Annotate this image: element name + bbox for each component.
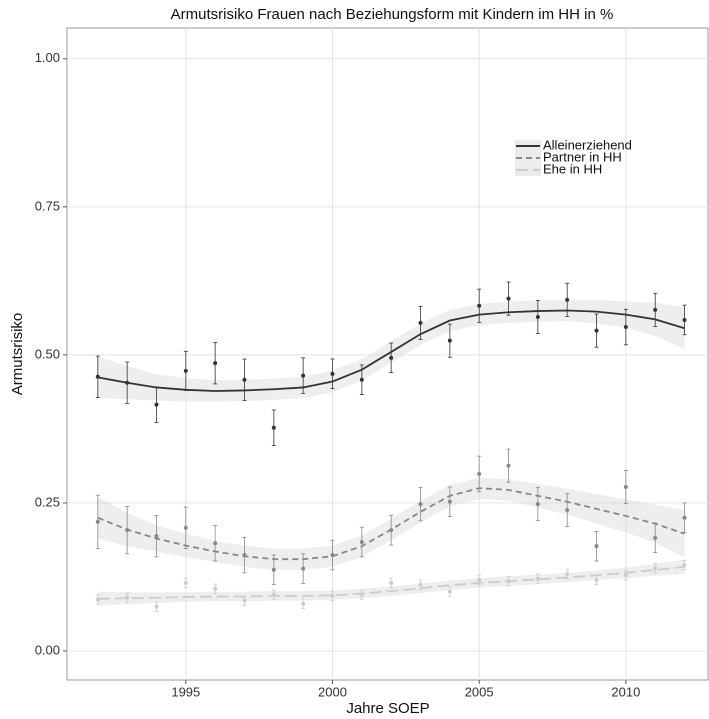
point: [623, 325, 628, 330]
point: [154, 402, 159, 407]
y-tick-label: 0.00: [35, 642, 60, 657]
point: [359, 377, 364, 382]
point: [653, 566, 658, 571]
x-tick-label: 2000: [318, 684, 347, 699]
point: [594, 544, 599, 549]
point: [154, 604, 159, 609]
y-tick-label: 1.00: [35, 50, 60, 65]
point: [535, 502, 540, 507]
point: [301, 601, 306, 606]
point: [447, 338, 452, 343]
point: [477, 303, 482, 308]
point: [183, 368, 188, 373]
y-axis-label: Armutsrisiko: [9, 313, 26, 396]
point: [301, 373, 306, 378]
point: [330, 593, 335, 598]
x-tick-label: 2010: [611, 684, 640, 699]
legend-label: Partner in HH: [543, 149, 622, 164]
x-tick-label: 2005: [465, 684, 494, 699]
point: [535, 576, 540, 581]
chart-title: Armutsrisiko Frauen nach Beziehungsform …: [171, 6, 614, 23]
point: [682, 317, 687, 322]
point: [359, 540, 364, 545]
point: [389, 355, 394, 360]
point: [271, 567, 276, 572]
point: [242, 598, 247, 603]
point: [477, 471, 482, 476]
legend-label: Alleinerziehend: [543, 137, 632, 152]
x-axis-label: Jahre SOEP: [346, 700, 429, 717]
y-tick-label: 0.50: [35, 346, 60, 361]
point: [389, 580, 394, 585]
marks: [95, 281, 687, 612]
point: [594, 577, 599, 582]
point: [447, 499, 452, 504]
point: [506, 296, 511, 301]
point: [623, 484, 628, 489]
point: [506, 463, 511, 468]
point: [535, 314, 540, 319]
point: [242, 377, 247, 382]
smooth-line: [97, 309, 685, 392]
point: [565, 297, 570, 302]
point: [565, 508, 570, 513]
smooth-line: [97, 487, 685, 561]
axes: 0.00 0.25 0.50 0.75 1.00 1995 2000 2005 2010: [35, 50, 641, 699]
point: [418, 502, 423, 507]
confidence-band: [97, 559, 685, 606]
point: [447, 589, 452, 594]
point: [213, 361, 218, 366]
point: [594, 328, 599, 333]
point: [477, 577, 482, 582]
point: [183, 525, 188, 530]
point: [565, 571, 570, 576]
point: [183, 580, 188, 585]
point: [95, 519, 100, 524]
point: [418, 320, 423, 325]
point: [271, 425, 276, 430]
smooth-line: [97, 565, 685, 600]
point: [330, 371, 335, 376]
point: [213, 586, 218, 591]
point: [653, 307, 658, 312]
legend-label: Ehe in HH: [543, 161, 602, 176]
point: [653, 535, 658, 540]
point: [682, 515, 687, 520]
point: [301, 566, 306, 571]
point: [623, 573, 628, 578]
y-tick-label: 0.75: [35, 198, 60, 213]
point: [418, 582, 423, 587]
point: [154, 534, 159, 539]
y-tick-label: 0.25: [35, 494, 60, 509]
point: [213, 541, 218, 546]
x-tick-label: 1995: [171, 684, 200, 699]
